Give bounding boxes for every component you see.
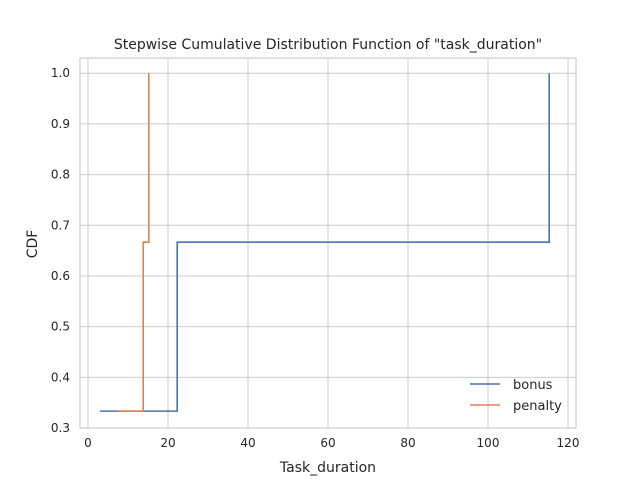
x-tick-label: 40 [240,436,255,450]
series-line-penalty [116,73,150,412]
x-tick-label: 20 [160,436,175,450]
x-tick-label: 100 [477,436,500,450]
y-axis-label: CDF [25,230,41,259]
x-tick-label: 80 [400,436,415,450]
legend: bonus penalty [470,378,562,414]
x-tick-label: 120 [557,436,580,450]
y-tick-label: 1.0 [51,66,70,80]
x-tick-label: 0 [84,436,92,450]
chart-title: Stepwise Cumulative Distribution Functio… [114,37,542,53]
y-tick-label: 0.4 [51,370,70,384]
legend-label-penalty: penalty [513,399,562,414]
grid [80,58,576,429]
y-tick-labels: 0.3 0.4 0.5 0.6 0.7 0.8 0.9 1.0 [51,66,70,435]
y-tick-label: 0.7 [51,218,70,232]
y-tick-label: 0.8 [51,168,70,182]
y-tick-label: 0.9 [51,117,70,131]
y-tick-label: 0.5 [51,320,70,334]
x-tick-label: 60 [320,436,335,450]
x-axis-label: Task_duration [279,460,376,476]
y-tick-label: 0.6 [51,269,70,283]
plot-frame [79,57,577,429]
x-tick-labels: 0 20 40 60 80 100 120 [84,436,579,450]
legend-label-bonus: bonus [513,378,553,393]
y-tick-label: 0.3 [51,421,70,435]
series-lines [100,73,550,412]
series-line-bonus [100,73,550,412]
